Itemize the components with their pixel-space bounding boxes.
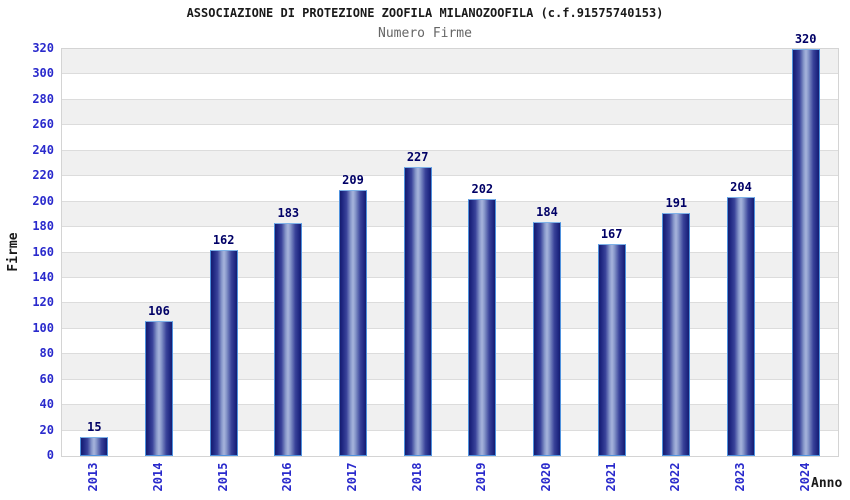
chart-title: ASSOCIAZIONE DI PROTEZIONE ZOOFILA MILAN… [186,6,664,20]
gridline [62,429,838,431]
bar-2020 [533,221,561,456]
gridline [62,200,838,202]
bar-2016 [274,223,303,456]
gridline [62,73,838,75]
x-axis-tick-label: 2023 [733,462,747,492]
y-axis-tick-label: 260 [32,117,54,132]
chart-subtitle: Numero Firme [378,26,472,41]
plot-band [62,430,838,456]
y-axis-tick-label: 20 [39,422,54,437]
y-axis-tick-label: 320 [32,41,54,55]
gridline [62,276,838,278]
x-axis-tick-label: 2016 [280,462,295,492]
y-axis-tick-label: 60 [39,371,54,386]
bar-value-label: 204 [730,179,752,194]
y-axis-title: Firme [6,232,21,272]
bar-value-label: 106 [148,304,170,319]
plot-band [62,328,838,355]
y-axis-tick-label: 160 [32,244,54,259]
plot-band [62,150,838,177]
bar-value-label: 202 [471,182,494,197]
bar-2015 [209,249,238,456]
plot-band [62,405,838,431]
bar-2018 [403,167,432,456]
y-axis-tick-label: 140 [32,269,54,284]
y-axis-tick-label: 0 [46,448,54,462]
x-axis-tick-label: 2014 [151,462,165,492]
gridline [62,302,838,304]
plot-band [62,379,838,406]
gridline [62,327,838,329]
x-axis-tick-label: 2019 [474,462,489,492]
y-axis-tick-label: 300 [32,66,54,81]
x-axis-tick-label: 2018 [409,462,424,492]
y-axis-tick-label: 220 [32,168,54,183]
plot-band [62,303,838,329]
bar-2014 [145,321,173,456]
y-axis-tick-label: 180 [32,219,54,234]
x-axis-tick-label: 2021 [603,462,618,492]
plot-band [62,125,838,151]
y-axis-tick-label: 120 [32,295,54,310]
plot-band [62,74,838,100]
bar-value-label: 227 [406,150,429,165]
bar-value-label: 191 [665,196,688,211]
gridline [62,98,838,100]
plot-band [62,227,838,253]
x-axis-tick-label: 2017 [345,462,359,492]
y-axis-tick-label: 280 [32,91,54,106]
bar-value-label: 184 [536,204,558,219]
x-axis-tick-label: 2013 [86,462,101,492]
x-axis-tick-label: 2020 [539,462,553,492]
y-axis-tick-label: 40 [39,397,54,412]
x-axis-tick-label: 2024 [797,462,812,492]
plot-band [62,201,838,228]
bar-value-label: 15 [87,419,102,434]
plot-band [62,99,838,126]
plot-area: 15 106 162 183 209 227 202 184 167 191 204 320 [61,32,839,457]
y-axis-tick-label: 240 [32,142,54,157]
gridline [62,378,838,380]
plot-band [62,176,838,202]
x-axis-tick-label: 2015 [215,462,230,492]
gridline [62,251,838,253]
gridline [62,175,838,177]
bar-2019 [468,199,497,456]
bar-2022 [662,213,691,456]
plot-band [62,49,838,75]
gridline [62,404,838,406]
gridline [62,226,838,228]
bar-2021 [597,243,626,456]
bar-2024 [791,49,820,456]
y-axis-tick-label: 80 [39,346,54,361]
bar-2017 [339,190,367,456]
bar-value-label: 167 [600,226,623,241]
y-axis-tick-label: 200 [32,193,54,208]
bar-value-label: 320 [794,32,817,46]
bar-2013 [80,436,109,456]
gridline [62,149,838,151]
gridline [62,124,838,126]
x-axis-title: Anno [811,476,843,491]
gridline [62,353,838,355]
bar-value-label: 183 [277,206,300,221]
bar-2023 [727,196,755,456]
plot-band [62,354,838,380]
plot-band [62,252,838,278]
y-axis-tick-label: 100 [32,320,54,335]
bar-value-label: 209 [342,173,364,188]
bar-value-label: 162 [212,232,235,247]
plot-band [62,277,838,304]
x-axis-tick-label: 2022 [668,462,683,492]
